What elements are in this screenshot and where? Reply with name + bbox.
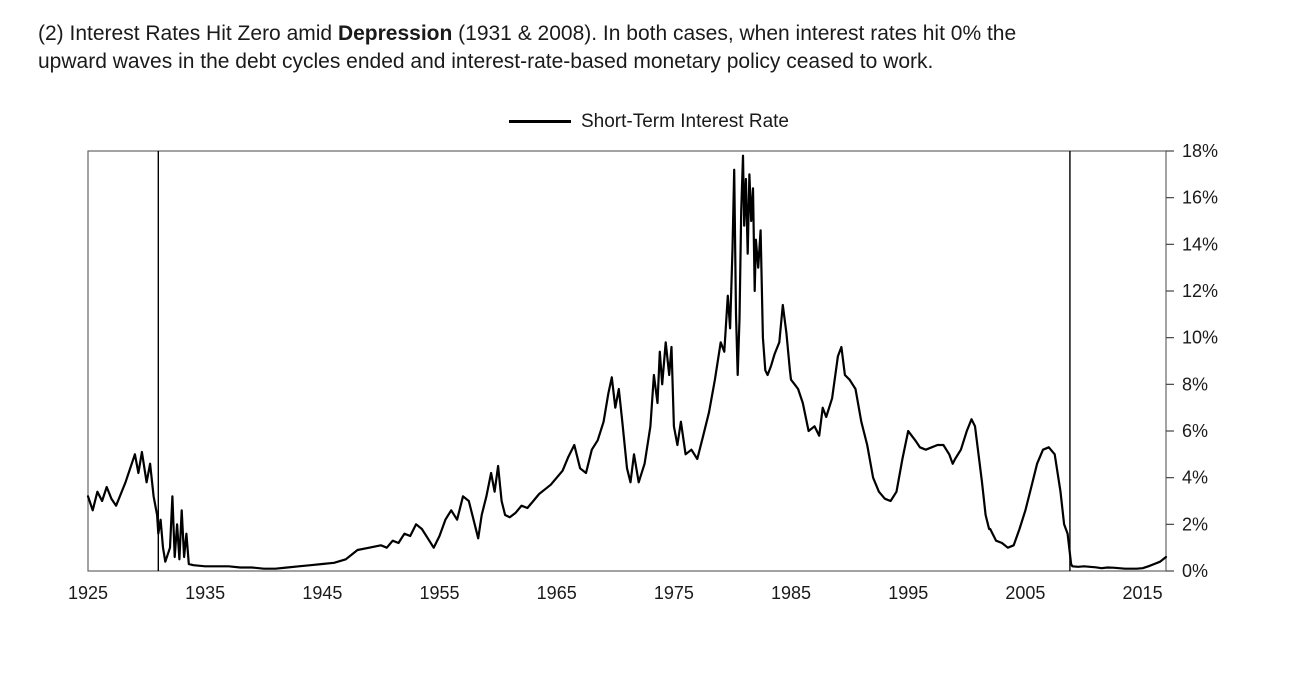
caption-lead: (2) Interest Rates Hit Zero amid (38, 22, 338, 45)
x-tick-label: 1945 (302, 583, 342, 603)
series-line (88, 155, 1166, 568)
x-tick-label: 1925 (68, 583, 108, 603)
plot-frame (88, 151, 1166, 571)
y-tick-label: 4% (1182, 467, 1208, 487)
caption-bold: Depression (338, 22, 452, 45)
x-tick-label: 1965 (537, 583, 577, 603)
x-tick-label: 1935 (185, 583, 225, 603)
caption-tail1: (1931 & 2008). In both cases, when inter… (452, 22, 1016, 45)
y-tick-label: 12% (1182, 281, 1218, 301)
x-tick-label: 2015 (1123, 583, 1163, 603)
y-tick-label: 8% (1182, 374, 1208, 394)
legend-swatch-icon (509, 120, 571, 123)
x-tick-label: 1975 (654, 583, 694, 603)
x-tick-label: 1985 (771, 583, 811, 603)
y-tick-label: 2% (1182, 514, 1208, 534)
x-tick-label: 1995 (888, 583, 928, 603)
x-tick-label: 1955 (419, 583, 459, 603)
y-tick-label: 16% (1182, 187, 1218, 207)
legend-label: Short-Term Interest Rate (581, 111, 789, 132)
x-tick-label: 2005 (1005, 583, 1045, 603)
figure-caption: (2) Interest Rates Hit Zero amid Depress… (38, 20, 1260, 77)
y-tick-label: 14% (1182, 234, 1218, 254)
y-tick-label: 10% (1182, 327, 1218, 347)
y-tick-label: 18% (1182, 141, 1218, 161)
chart-legend: Short-Term Interest Rate (38, 111, 1260, 133)
y-tick-label: 6% (1182, 421, 1208, 441)
chart-svg: 0% 2% 4% 6% 8% 10% 12% 14% 16% 18% 1925 1935 1945 195… (38, 141, 1258, 641)
interest-rate-chart: 0% 2% 4% 6% 8% 10% 12% 14% 16% 18% 1925 1935 1945 195… (38, 141, 1260, 641)
caption-tail2: upward waves in the debt cycles ended an… (38, 50, 933, 73)
y-tick-label: 0% (1182, 561, 1208, 581)
